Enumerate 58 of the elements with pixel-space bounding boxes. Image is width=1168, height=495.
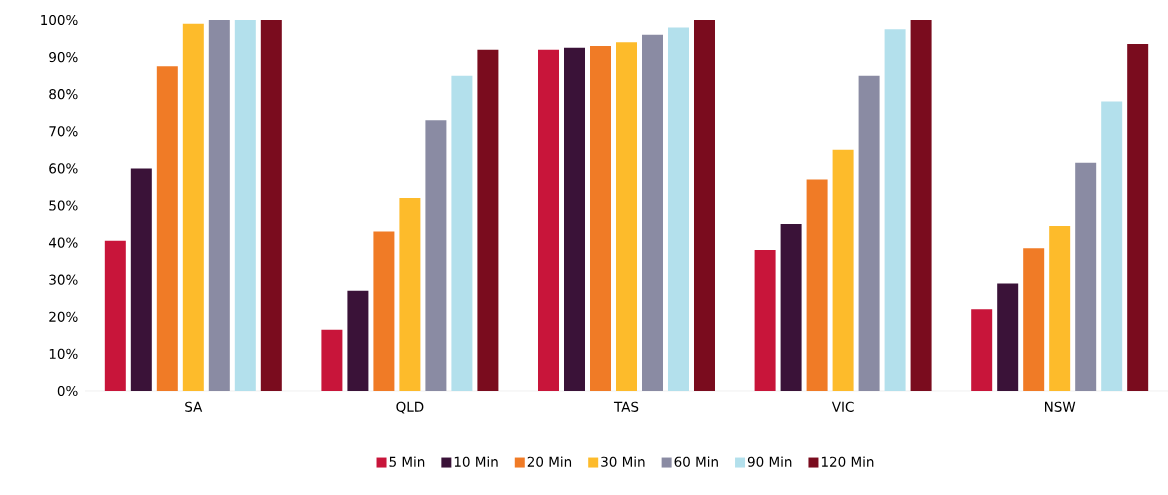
legend-label: 90 Min xyxy=(747,456,792,467)
y-tick-label: 100% xyxy=(41,14,78,26)
bar xyxy=(156,66,178,391)
bar xyxy=(564,47,585,391)
bar xyxy=(321,329,343,391)
bar xyxy=(694,20,715,391)
y-tick-label: 0% xyxy=(57,385,78,397)
bar xyxy=(668,27,689,391)
x-tick-label: SA xyxy=(185,401,203,412)
bar xyxy=(754,250,776,391)
bar xyxy=(997,283,1019,391)
bar xyxy=(373,231,395,391)
legend-label: 5 Min xyxy=(389,456,425,467)
bar xyxy=(884,29,906,391)
y-tick-label: 10% xyxy=(49,348,78,359)
bar xyxy=(806,179,828,391)
bar xyxy=(910,20,932,391)
bar xyxy=(234,20,256,391)
y-tick-label: 70% xyxy=(49,126,78,137)
bar xyxy=(590,45,611,391)
y-tick-label: 80% xyxy=(49,89,78,100)
bar xyxy=(858,75,880,391)
bar xyxy=(260,20,282,391)
y-tick-label: 40% xyxy=(48,237,78,248)
bar xyxy=(1049,225,1071,391)
bar xyxy=(642,34,663,391)
y-tick-label: 60% xyxy=(49,163,78,174)
legend-label: 30 Min xyxy=(601,456,645,467)
bar xyxy=(1075,162,1097,391)
bar xyxy=(971,309,993,391)
x-tick-label: VIC xyxy=(831,401,854,412)
bar xyxy=(208,20,230,391)
bar xyxy=(832,149,854,391)
bar xyxy=(425,120,447,391)
bar xyxy=(104,240,126,391)
bar xyxy=(1127,44,1149,391)
legend-label: 10 Min xyxy=(454,456,498,467)
y-tick-label: 30% xyxy=(49,274,78,285)
bar xyxy=(182,23,204,391)
legend-label: 60 Min xyxy=(674,456,718,467)
bar xyxy=(347,290,369,391)
x-tick-label: TAS xyxy=(613,401,639,412)
y-tick-label: 50% xyxy=(49,200,78,211)
bar xyxy=(477,49,499,391)
x-tick-label: QLD xyxy=(396,401,424,414)
bar xyxy=(399,198,421,391)
y-tick-label: 20% xyxy=(49,311,78,322)
legend-label: 20 Min xyxy=(527,456,572,467)
legend-label: 120 Min xyxy=(821,456,874,467)
bar xyxy=(616,42,637,391)
bar xyxy=(780,224,802,391)
bar xyxy=(538,49,559,391)
bar xyxy=(1023,248,1045,391)
x-tick-label: NSW xyxy=(1045,401,1076,412)
bar xyxy=(451,75,473,391)
y-tick-label: 90% xyxy=(49,51,78,63)
bar xyxy=(1101,101,1123,391)
bar xyxy=(130,168,152,391)
